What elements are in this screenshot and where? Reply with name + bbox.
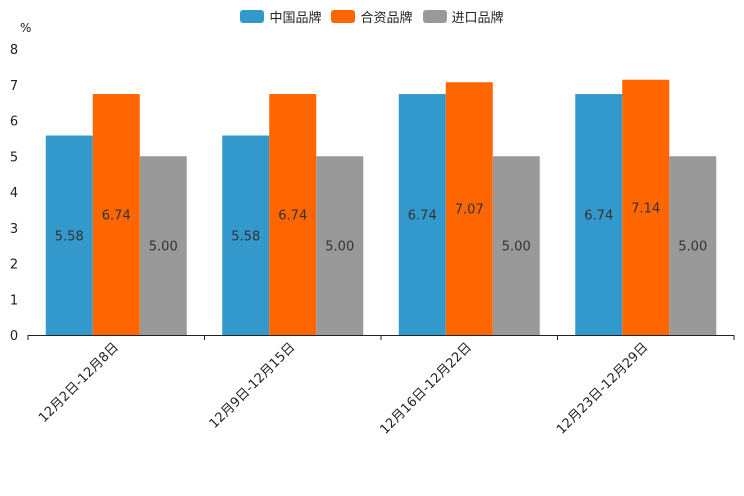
bar [575, 94, 623, 335]
legend-label-joint-venture-brand: 合资品牌 [360, 11, 413, 26]
y-tick-label: 7 [10, 79, 18, 94]
bar [222, 135, 270, 335]
bar [445, 82, 493, 335]
bar-value-label: 6.74 [102, 209, 131, 224]
bar-value-label: 7.14 [631, 201, 660, 216]
bar [139, 156, 187, 335]
legend-swatch-china-brand [240, 10, 265, 23]
bar-value-label: 5.00 [502, 240, 531, 255]
y-tick-label: 0 [10, 329, 18, 344]
bar [398, 94, 446, 335]
bar-value-label: 5.58 [55, 229, 84, 244]
bar [269, 94, 317, 335]
y-tick-label: 6 [10, 115, 18, 130]
legend-label-china-brand: 中国品牌 [269, 11, 322, 26]
chart-legend: 中国品牌 合资品牌 进口品牌 [0, 7, 744, 26]
bar-value-label: 6.74 [584, 209, 613, 224]
bar-value-label: 6.74 [278, 209, 307, 224]
y-axis-unit-label: % [20, 21, 32, 35]
y-tick-label: 8 [10, 43, 18, 58]
bar [669, 156, 717, 335]
legend-item-imported-brand[interactable]: 进口品牌 [422, 7, 504, 26]
bar-value-label: 5.00 [325, 240, 354, 255]
y-tick-label: 3 [10, 222, 18, 237]
x-category-label: 12月9日-12月15日 [207, 340, 299, 432]
x-category-label: 12月23日-12月29日 [554, 340, 651, 437]
x-category-label: 12月16日-12月22日 [377, 340, 474, 437]
legend-swatch-imported-brand [422, 10, 447, 23]
bar-value-label: 7.07 [455, 203, 484, 218]
legend-item-joint-venture-brand[interactable]: 合资品牌 [331, 7, 413, 26]
bar-value-label: 5.00 [678, 240, 707, 255]
legend-item-china-brand[interactable]: 中国品牌 [240, 7, 321, 26]
bar [316, 156, 364, 335]
legend-label-imported-brand: 进口品牌 [451, 11, 504, 26]
legend-swatch-joint-venture-brand [331, 10, 356, 23]
bar [492, 156, 540, 335]
bar-value-label: 6.74 [408, 209, 437, 224]
bar [92, 94, 140, 335]
bar-value-label: 5.58 [231, 229, 260, 244]
y-tick-label: 2 [10, 258, 18, 273]
bar-value-label: 5.00 [149, 240, 178, 255]
y-tick-label: 5 [10, 150, 18, 165]
y-tick-label: 1 [10, 293, 18, 308]
bar [622, 79, 670, 336]
bar [45, 135, 93, 335]
y-tick-label: 4 [10, 186, 18, 201]
x-category-label: 12月2日-12月8日 [36, 340, 122, 426]
